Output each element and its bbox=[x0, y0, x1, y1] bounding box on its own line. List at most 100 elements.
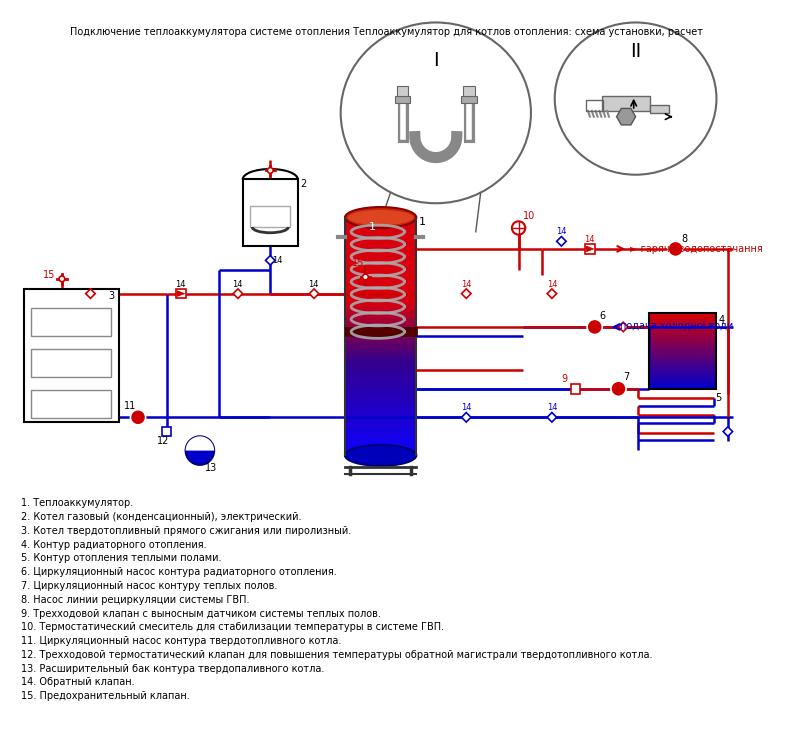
Text: 7. Циркуляционный насос контуру теплых полов.: 7. Циркуляционный насос контуру теплых п… bbox=[21, 581, 277, 591]
Bar bbox=[345, 420, 417, 423]
Ellipse shape bbox=[341, 23, 531, 203]
Bar bbox=[345, 327, 417, 337]
Bar bbox=[649, 335, 715, 337]
Bar bbox=[345, 360, 417, 363]
Bar bbox=[345, 330, 417, 333]
Bar bbox=[345, 219, 417, 222]
Bar bbox=[345, 370, 417, 373]
Bar bbox=[649, 333, 715, 335]
Bar bbox=[345, 351, 417, 354]
Text: 8. Насос линии рециркуляции системы ГВП.: 8. Насос линии рециркуляции системы ГВП. bbox=[21, 595, 249, 605]
Bar bbox=[345, 398, 417, 401]
Bar bbox=[345, 249, 417, 252]
Bar bbox=[649, 383, 715, 385]
Bar bbox=[345, 448, 417, 451]
Bar bbox=[649, 328, 715, 330]
Bar bbox=[345, 261, 417, 264]
Bar bbox=[649, 348, 715, 350]
Bar bbox=[649, 355, 715, 356]
Bar bbox=[649, 319, 715, 320]
Circle shape bbox=[268, 168, 273, 174]
Bar bbox=[649, 364, 715, 365]
Bar bbox=[242, 179, 298, 246]
Bar bbox=[345, 273, 417, 276]
Circle shape bbox=[611, 381, 626, 397]
Text: I: I bbox=[433, 51, 439, 70]
Bar bbox=[345, 283, 417, 286]
Bar bbox=[345, 432, 417, 434]
Bar bbox=[397, 86, 408, 95]
Text: 4. Контур радиаторного отопления.: 4. Контур радиаторного отопления. bbox=[21, 539, 207, 550]
Bar bbox=[345, 313, 417, 316]
Bar bbox=[649, 365, 715, 367]
Polygon shape bbox=[86, 289, 95, 298]
Bar bbox=[345, 227, 417, 230]
Bar bbox=[345, 374, 417, 377]
Bar bbox=[345, 366, 417, 369]
Bar bbox=[649, 381, 715, 382]
Text: 14: 14 bbox=[175, 280, 185, 289]
Bar bbox=[345, 263, 417, 266]
Bar bbox=[345, 252, 417, 254]
Text: 2. Котел газовый (конденсационный), электрический.: 2. Котел газовый (конденсационный), элек… bbox=[21, 512, 302, 522]
Bar bbox=[345, 404, 417, 407]
Text: 5: 5 bbox=[715, 393, 722, 403]
Text: 1: 1 bbox=[369, 222, 376, 232]
Text: ► гаряче водопостачання: ► гаряче водопостачання bbox=[630, 244, 763, 254]
Bar bbox=[345, 443, 417, 446]
Bar bbox=[649, 330, 715, 332]
Bar bbox=[649, 320, 715, 321]
Bar bbox=[345, 319, 417, 321]
Bar bbox=[345, 416, 417, 418]
Bar bbox=[649, 337, 715, 338]
Text: 14: 14 bbox=[547, 280, 558, 289]
Polygon shape bbox=[162, 426, 171, 437]
Text: 10: 10 bbox=[524, 211, 535, 221]
Bar bbox=[649, 357, 715, 359]
Bar bbox=[649, 352, 715, 354]
Bar bbox=[345, 388, 417, 391]
Bar bbox=[345, 279, 417, 282]
Circle shape bbox=[512, 222, 525, 235]
Bar bbox=[345, 235, 417, 238]
Bar bbox=[649, 321, 715, 323]
Bar bbox=[345, 245, 417, 248]
Circle shape bbox=[131, 410, 146, 425]
Bar bbox=[649, 339, 715, 340]
Bar bbox=[345, 358, 417, 361]
Bar bbox=[649, 314, 715, 316]
Bar bbox=[649, 325, 715, 327]
Bar bbox=[649, 343, 715, 344]
Bar bbox=[649, 359, 715, 360]
Bar bbox=[345, 269, 417, 272]
Bar bbox=[345, 424, 417, 426]
Bar bbox=[345, 322, 417, 325]
Text: Подключение теплоаккумулятора системе отопления Теплоаккумулятор для котлов отоп: Подключение теплоаккумулятора системе от… bbox=[70, 27, 703, 37]
Bar bbox=[345, 340, 417, 343]
Bar bbox=[345, 241, 417, 244]
Bar bbox=[649, 376, 715, 378]
Bar bbox=[649, 378, 715, 379]
Bar bbox=[345, 437, 417, 440]
Bar bbox=[345, 295, 417, 297]
Bar bbox=[649, 358, 715, 359]
Bar bbox=[345, 442, 417, 445]
Text: 14: 14 bbox=[584, 235, 595, 244]
Polygon shape bbox=[177, 291, 185, 297]
Bar bbox=[649, 374, 715, 375]
Text: 10. Термостатический смеситель для стабилизации температуры в системе ГВП.: 10. Термостатический смеситель для стаби… bbox=[21, 623, 444, 632]
Bar bbox=[649, 312, 715, 313]
Bar bbox=[649, 383, 715, 384]
Bar bbox=[345, 233, 417, 236]
Bar bbox=[649, 343, 715, 345]
Bar bbox=[345, 230, 417, 233]
Bar bbox=[649, 356, 715, 357]
Bar bbox=[345, 222, 417, 225]
Bar bbox=[649, 330, 715, 331]
Bar bbox=[649, 340, 715, 342]
Bar bbox=[345, 378, 417, 381]
Bar bbox=[649, 354, 715, 356]
Bar bbox=[345, 275, 417, 278]
Bar bbox=[32, 308, 112, 337]
Bar bbox=[345, 418, 417, 421]
